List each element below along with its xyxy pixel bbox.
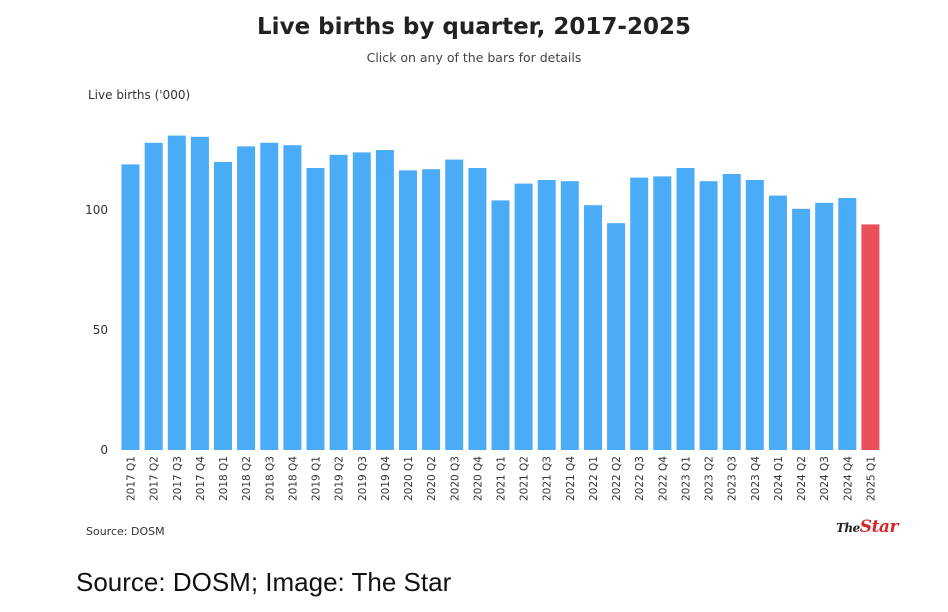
bar-2017-q4[interactable] bbox=[190, 136, 209, 451]
y-tick-label: 0 bbox=[100, 443, 108, 457]
x-tick-label: 2022 Q1 bbox=[588, 456, 600, 501]
bar-2018-q4[interactable] bbox=[283, 145, 302, 450]
bar-2020-q2[interactable] bbox=[422, 169, 441, 450]
x-tick-label: 2020 Q2 bbox=[426, 456, 438, 501]
x-tick-label: 2020 Q3 bbox=[449, 456, 461, 501]
x-tick-label: 2023 Q2 bbox=[704, 456, 716, 501]
chart-title: Live births by quarter, 2017-2025 bbox=[257, 14, 691, 40]
bar-2020-q1[interactable] bbox=[399, 170, 417, 450]
x-tick-label: 2021 Q1 bbox=[496, 456, 508, 501]
x-tick-label: 2018 Q2 bbox=[241, 456, 253, 501]
image-caption: Source: DOSM; Image: The Star bbox=[76, 567, 452, 597]
bar-2018-q1[interactable] bbox=[214, 162, 232, 450]
x-tick-label: 2024 Q1 bbox=[773, 456, 785, 501]
bar-2024-q1[interactable] bbox=[768, 195, 787, 450]
x-tick-label: 2024 Q4 bbox=[842, 456, 854, 501]
bar-2017-q3[interactable] bbox=[167, 135, 186, 450]
bar-2017-q1[interactable] bbox=[121, 164, 140, 450]
logo-star-text: Star bbox=[859, 517, 899, 537]
x-tick-label: 2023 Q1 bbox=[681, 456, 693, 501]
x-tick-label: 2017 Q1 bbox=[126, 456, 138, 501]
bar-2017-q2[interactable] bbox=[144, 142, 163, 451]
bar-2019-q3[interactable] bbox=[352, 152, 371, 450]
x-tick-label: 2023 Q3 bbox=[727, 456, 739, 501]
y-tick-label: 100 bbox=[85, 203, 108, 217]
x-tick-label: 2020 Q4 bbox=[472, 456, 484, 501]
bar-2024-q2[interactable] bbox=[792, 208, 811, 450]
bar-2023-q2[interactable] bbox=[699, 181, 718, 450]
bar-2022-q3[interactable] bbox=[630, 177, 649, 450]
logo-the-text: The bbox=[836, 521, 860, 535]
x-tick-label: 2025 Q1 bbox=[865, 456, 877, 501]
x-tick-label: 2022 Q2 bbox=[611, 456, 623, 501]
x-tick-label: 2022 Q4 bbox=[657, 456, 669, 501]
y-axis-label: Live births ('000) bbox=[88, 88, 191, 102]
bar-2024-q4[interactable] bbox=[838, 198, 857, 450]
bar-2023-q1[interactable] bbox=[676, 168, 695, 450]
x-tick-label: 2021 Q3 bbox=[542, 456, 554, 501]
bar-2019-q4[interactable] bbox=[375, 150, 394, 450]
chart-card bbox=[70, 0, 906, 558]
bar-2021-q1[interactable] bbox=[491, 200, 510, 450]
x-tick-label: 2020 Q1 bbox=[403, 456, 415, 501]
bar-2021-q4[interactable] bbox=[560, 181, 579, 450]
bar-2021-q2[interactable] bbox=[514, 183, 533, 450]
bar-2018-q3[interactable] bbox=[260, 142, 279, 451]
x-tick-label: 2022 Q3 bbox=[634, 456, 646, 501]
bar-2018-q2[interactable] bbox=[237, 146, 256, 450]
x-tick-label: 2019 Q3 bbox=[357, 456, 369, 501]
bar-2021-q3[interactable] bbox=[537, 180, 556, 450]
bar-2022-q2[interactable] bbox=[607, 223, 626, 450]
bar-2019-q1[interactable] bbox=[306, 168, 325, 450]
x-tick-label: 2019 Q4 bbox=[380, 456, 392, 501]
x-tick-label: 2024 Q2 bbox=[796, 456, 808, 501]
bar-2020-q3[interactable] bbox=[445, 159, 464, 450]
x-tick-label: 2018 Q4 bbox=[287, 456, 299, 501]
bar-2024-q3[interactable] bbox=[815, 202, 834, 450]
x-tick-label: 2019 Q1 bbox=[311, 456, 323, 501]
bar-2023-q3[interactable] bbox=[722, 174, 741, 450]
x-tick-label: 2018 Q3 bbox=[264, 456, 276, 501]
y-tick-label: 50 bbox=[93, 323, 108, 337]
x-tick-label: 2017 Q2 bbox=[149, 456, 161, 501]
x-tick-label: 2024 Q3 bbox=[819, 456, 831, 501]
x-tick-label: 2023 Q4 bbox=[750, 456, 762, 501]
x-tick-label: 2021 Q2 bbox=[519, 456, 531, 501]
x-tick-label: 2019 Q2 bbox=[334, 456, 346, 501]
bar-2020-q4[interactable] bbox=[468, 168, 487, 450]
bar-2022-q1[interactable] bbox=[584, 205, 602, 450]
x-tick-label: 2017 Q4 bbox=[195, 456, 207, 501]
x-tick-label: 2017 Q3 bbox=[172, 456, 184, 501]
source-note: Source: DOSM bbox=[86, 525, 165, 538]
the-star-logo: TheStar bbox=[836, 517, 898, 537]
chart-subtitle: Click on any of the bars for details bbox=[366, 50, 582, 65]
bar-2019-q2[interactable] bbox=[329, 154, 348, 451]
bar-2025-q1[interactable] bbox=[861, 224, 880, 450]
x-tick-label: 2021 Q4 bbox=[565, 456, 577, 501]
bar-2022-q4[interactable] bbox=[653, 176, 672, 450]
x-tick-label: 2018 Q1 bbox=[218, 456, 230, 501]
bar-2023-q4[interactable] bbox=[745, 180, 764, 450]
